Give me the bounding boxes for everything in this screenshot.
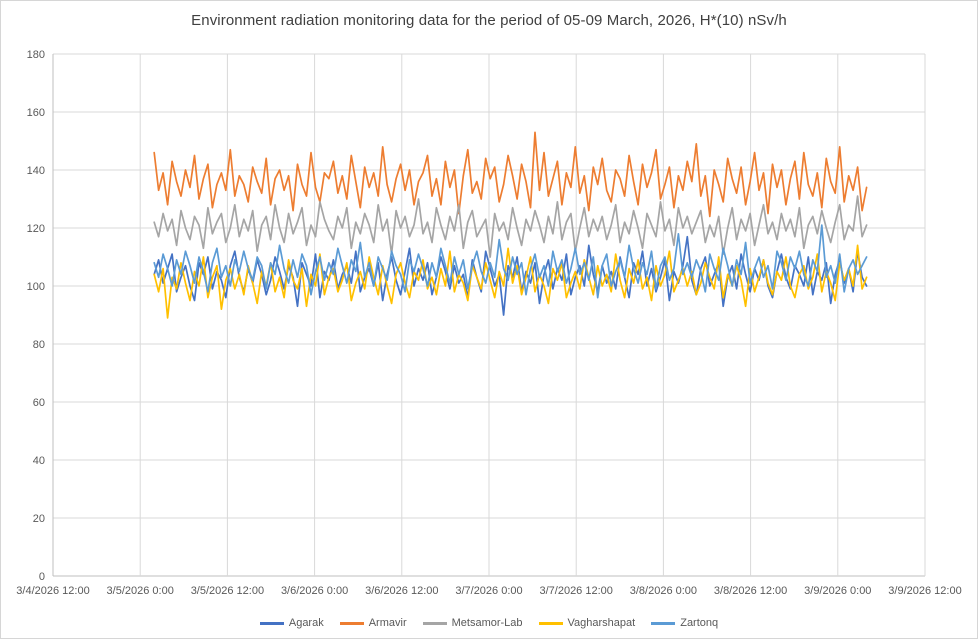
x-axis-tick-label: 3/8/2026 12:00 [714, 585, 787, 597]
legend-marker-zartonq [651, 621, 676, 625]
legend-label: Agarak [288, 617, 324, 629]
series-line-vagharshapat [153, 244, 868, 319]
y-axis-tick-label: 80 [33, 339, 45, 351]
legend-label: Armavir [368, 617, 407, 629]
x-axis-tick-label: 3/5/2026 0:00 [107, 585, 174, 597]
x-axis-tick-label: 3/6/2026 0:00 [281, 585, 348, 597]
x-axis-tick-label: 3/8/2026 0:00 [630, 585, 697, 597]
y-axis-tick-label: 180 [27, 49, 45, 61]
legend-marker-armavir [339, 621, 364, 625]
y-axis-tick-label: 40 [33, 455, 45, 467]
legend-item-vagharshapat: Vagharshapat [538, 617, 636, 629]
legend-item-metsamor-lab: Metsamor-Lab [422, 617, 523, 629]
y-axis-tick-label: 0 [39, 571, 45, 583]
legend-marker-vagharshapat [538, 621, 563, 625]
chart-legend: Agarak Armavir Metsamor-Lab Vagharshapat Zar… [1, 617, 977, 629]
series-line-armavir [153, 131, 868, 218]
x-gridlines [52, 54, 926, 576]
chart-title: Environment radiation monitoring data fo… [191, 12, 787, 29]
x-axis-tick-label: 3/7/2026 0:00 [455, 585, 522, 597]
x-axis-tick-label: 3/5/2026 12:00 [191, 585, 264, 597]
y-axis-tick-label: 100 [27, 281, 45, 293]
x-axis-tick-label: 3/7/2026 12:00 [539, 585, 612, 597]
legend-item-armavir: Armavir [339, 617, 407, 629]
x-axis-tick-label: 3/9/2026 12:00 [888, 585, 961, 597]
y-axis-tick-label: 120 [27, 223, 45, 235]
series-line-metsamor-lab [153, 195, 868, 258]
y-axis-tick-label: 140 [27, 165, 45, 177]
y-axis-tick-label: 160 [27, 107, 45, 119]
x-axis-tick-label: 3/4/2026 12:00 [16, 585, 89, 597]
legend-marker-agarak [259, 621, 284, 625]
legend-item-agarak: Agarak [259, 617, 324, 629]
series-line-zartonq [153, 224, 868, 299]
legend-item-zartonq: Zartonq [651, 617, 718, 629]
y-axis-tick-label: 60 [33, 397, 45, 409]
legend-label: Vagharshapat [567, 617, 636, 629]
x-axis-tick-labels: 3/4/2026 12:00 3/5/2026 0:00 3/5/2026 12:0… [16, 585, 961, 597]
legend-label: Metsamor-Lab [451, 617, 523, 629]
legend-marker-metsamor-lab [422, 621, 447, 625]
x-axis-tick-label: 3/9/2026 0:00 [804, 585, 871, 597]
y-axis-tick-label: 20 [33, 513, 45, 525]
y-axis-tick-labels: 0 20 40 60 80 100 120 140 160 180 [27, 49, 45, 583]
legend-label: Zartonq [680, 617, 719, 629]
x-axis-tick-label: 3/6/2026 12:00 [365, 585, 438, 597]
